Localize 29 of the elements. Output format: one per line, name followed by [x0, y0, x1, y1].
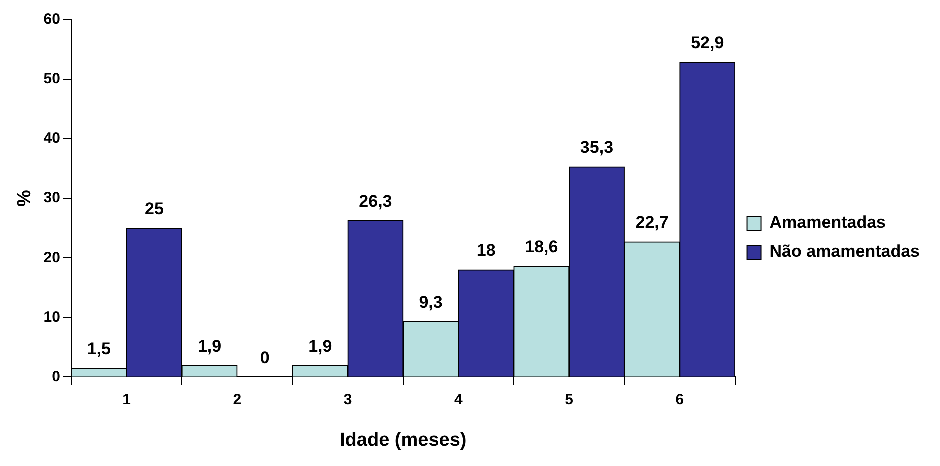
x-axis-title: Idade (meses) — [340, 430, 467, 451]
y-tick-label: 0 — [52, 368, 60, 386]
y-tick-label: 10 — [44, 308, 60, 326]
data-label: 18 — [476, 241, 496, 260]
y-tick-label: 50 — [44, 70, 60, 88]
y-tick-label: 30 — [44, 190, 60, 207]
x-tick-label: 1 — [122, 391, 131, 408]
x-tick-label: 2 — [233, 391, 242, 408]
data-label: 1,5 — [87, 339, 111, 358]
data-label: 35,3 — [580, 138, 614, 158]
legend-label: Amamentadas — [770, 213, 886, 232]
data-label: 52,9 — [691, 33, 724, 52]
x-tick-label: 4 — [454, 391, 464, 408]
data-label: 0 — [260, 348, 270, 368]
data-label: 18,6 — [525, 238, 558, 257]
y-tick-label: 20 — [44, 249, 60, 266]
data-label: 25 — [144, 200, 164, 219]
data-label: 22,7 — [636, 213, 669, 232]
y-tick-label: 60 — [44, 11, 60, 28]
data-label: 26,3 — [359, 192, 392, 211]
x-tick-label: 6 — [676, 391, 684, 408]
legend-label: Não amamentadas — [770, 242, 920, 262]
x-tick-label: 5 — [565, 391, 574, 408]
data-label: 1,9 — [198, 337, 222, 356]
y-tick-label: 40 — [44, 130, 60, 148]
data-label: 1,9 — [308, 337, 332, 356]
data-label: 9,3 — [419, 293, 443, 312]
y-axis-title: % — [14, 190, 36, 208]
x-tick-label: 3 — [344, 391, 352, 408]
